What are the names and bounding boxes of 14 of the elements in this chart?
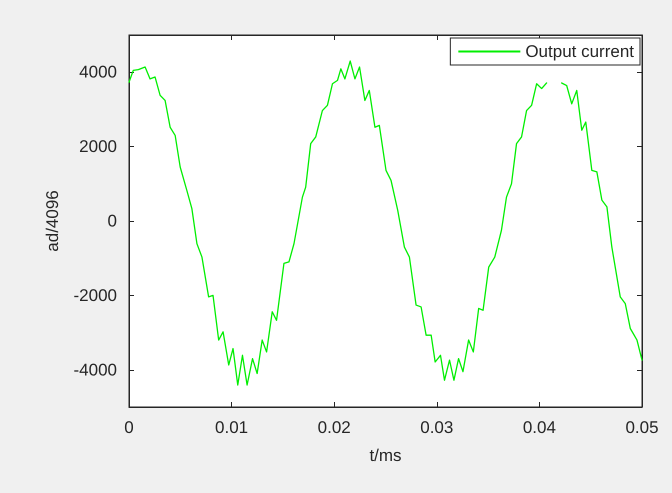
- y-axis-title: ad/4096: [43, 190, 62, 252]
- legend-label: Output current: [525, 42, 634, 61]
- x-axis-title: t/ms: [369, 446, 402, 465]
- x-tick-label: 0.04: [522, 418, 556, 437]
- x-tick-label: 0.01: [215, 418, 248, 437]
- y-tick-label: 2000: [79, 137, 117, 156]
- x-tick-label: 0.05: [625, 418, 659, 437]
- y-tick-label: 4000: [79, 62, 117, 82]
- y-tick-label: -2000: [74, 286, 117, 305]
- x-tick-label: 0.02: [318, 418, 351, 437]
- x-tick-label: 0: [124, 418, 134, 437]
- x-tick-label: 0.03: [420, 418, 454, 437]
- y-tick-label: 0: [108, 212, 117, 230]
- y-tick-label: -4000: [74, 360, 117, 380]
